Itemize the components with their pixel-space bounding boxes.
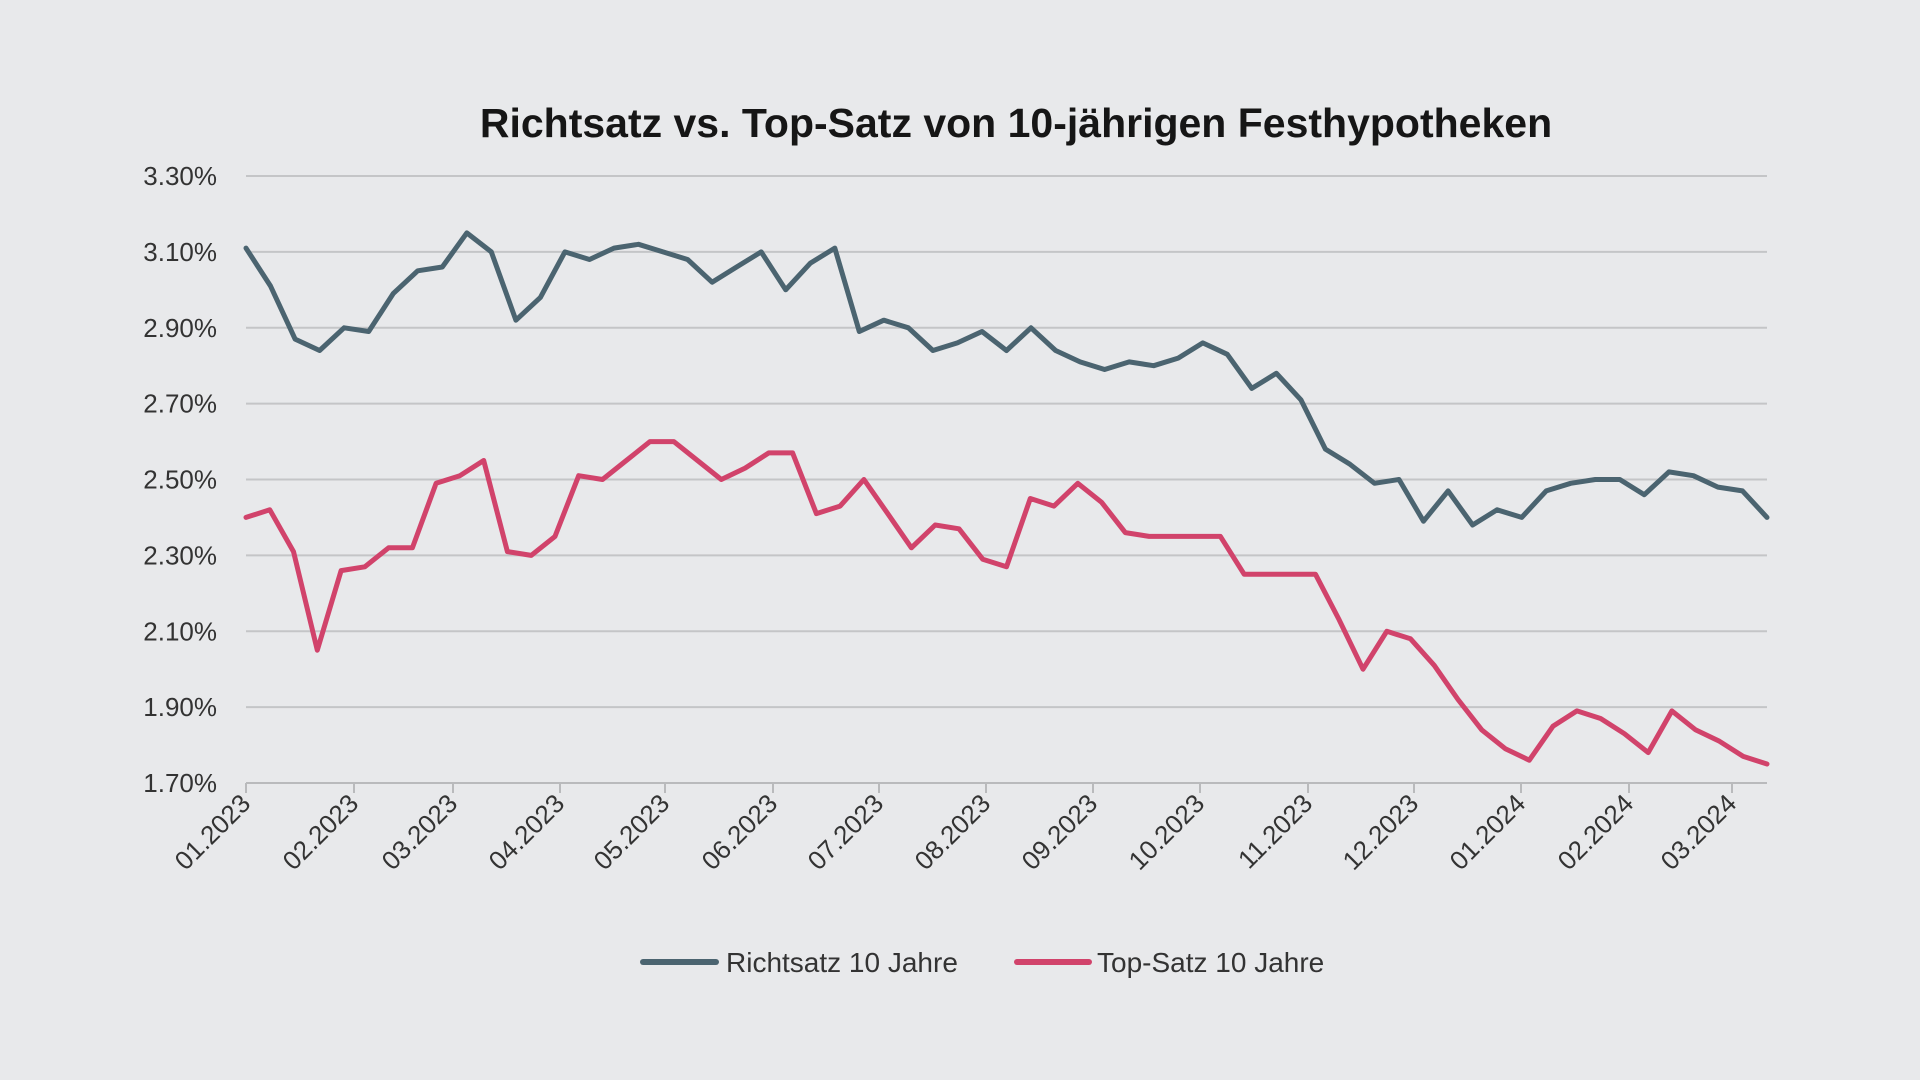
x-tick-label: 11.2023 [1232, 788, 1318, 874]
x-tick-label: 06.2023 [696, 788, 784, 876]
series-richtsatz [243, 230, 1770, 528]
y-tick-label: 3.30% [143, 161, 217, 191]
x-tick-label: 01.2024 [1444, 788, 1532, 876]
y-axis-ticks: 1.70% 1.90% 2.10% 2.30% 2.50% 2.70% 2.90% 3.10%… [143, 161, 217, 798]
legend: Richtsatz 10 Jahre Top-Satz 10 Jahre [640, 947, 1324, 978]
series-lines [243, 230, 1770, 767]
y-tick-label: 2.50% [143, 465, 217, 495]
x-tick-label: 09.2023 [1016, 788, 1104, 876]
series-top-satz [243, 439, 1770, 767]
x-tick-label: 03.2024 [1655, 788, 1743, 876]
legend-item: Richtsatz 10 Jahre [640, 947, 958, 978]
x-tick-label: 07.2023 [802, 788, 890, 876]
legend-label: Richtsatz 10 Jahre [726, 947, 958, 978]
series-line [243, 439, 1770, 767]
x-tick-label: 03.2023 [376, 788, 464, 876]
y-tick-label: 1.70% [143, 768, 217, 798]
x-tick-label: 05.2023 [588, 788, 676, 876]
x-tick-label: 02.2024 [1552, 788, 1640, 876]
y-tick-label: 2.90% [143, 313, 217, 343]
y-tick-label: 2.30% [143, 540, 217, 570]
y-tick-label: 2.70% [143, 389, 217, 419]
chart-title: Richtsatz vs. Top-Satz von 10-jährigen F… [480, 100, 1552, 146]
legend-label: Top-Satz 10 Jahre [1097, 947, 1324, 978]
legend-item: Top-Satz 10 Jahre [1014, 947, 1324, 978]
x-tick-label: 04.2023 [483, 788, 571, 876]
x-tick-label: 10.2023 [1123, 788, 1211, 876]
x-tick-label: 12.2023 [1337, 788, 1425, 876]
x-tick-label: 01.2023 [169, 788, 257, 876]
series-line [243, 230, 1770, 528]
x-tick-label: 02.2023 [277, 788, 365, 876]
x-axis-ticks: 01.2023 02.2023 03.2023 04.2023 05.2023 06.20… [169, 783, 1743, 876]
y-tick-label: 2.10% [143, 616, 217, 646]
x-tick-label: 08.2023 [909, 788, 997, 876]
y-tick-label: 1.90% [143, 692, 217, 722]
grid-lines [246, 175, 1767, 784]
y-tick-label: 3.10% [143, 237, 217, 267]
